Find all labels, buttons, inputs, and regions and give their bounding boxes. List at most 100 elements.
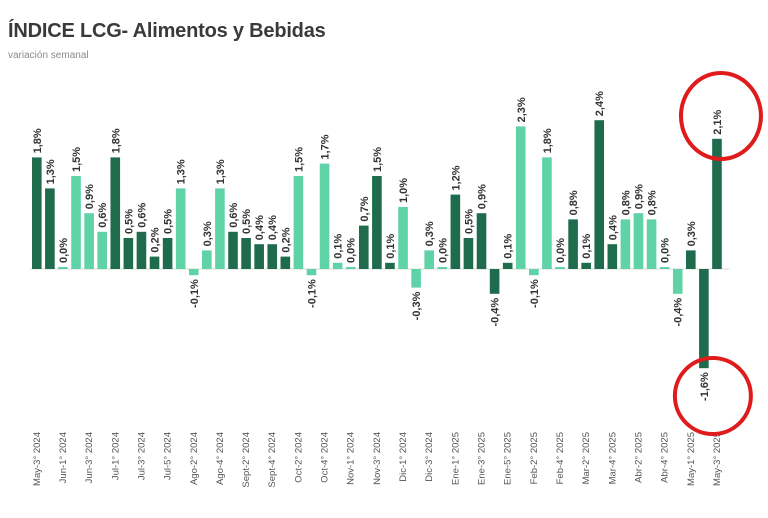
data-label: 0,2% <box>150 227 162 252</box>
bar <box>620 219 631 269</box>
bar <box>686 250 696 269</box>
bar <box>123 238 134 269</box>
bar <box>372 176 382 269</box>
bar <box>476 213 487 269</box>
bar <box>293 176 304 269</box>
bar <box>515 126 526 270</box>
highlight-circles-group <box>672 71 763 436</box>
bar <box>188 269 199 276</box>
bar <box>672 269 683 294</box>
data-label: 0,6% <box>136 203 148 228</box>
data-label: 1,8% <box>110 128 122 153</box>
x-tick-label: Feb-4° 2025 <box>555 432 566 484</box>
bar <box>280 256 291 269</box>
data-label: 0,1% <box>503 234 515 259</box>
x-tick-label: May-1° 2025 <box>686 432 697 486</box>
bars-group <box>32 120 722 369</box>
x-tick-label: Dic-1° 2024 <box>398 432 409 482</box>
data-label: 0,4% <box>254 215 266 240</box>
bar <box>175 188 186 269</box>
x-tick-label: Sept-4° 2024 <box>267 432 278 488</box>
data-label: 0,4% <box>267 215 279 240</box>
x-tick-label: Jun-1° 2024 <box>58 432 69 483</box>
data-label: -0,1% <box>306 279 318 308</box>
data-label: 0,7% <box>359 196 371 221</box>
data-label: 1,8% <box>542 128 554 153</box>
data-labels-group: 1,8%1,3%0,0%1,5%0,9%0,6%1,8%0,5% 0,6%0,2%… <box>32 91 724 401</box>
x-tick-label: Feb-2° 2025 <box>529 432 540 484</box>
data-label: 0,4% <box>607 215 619 240</box>
data-label: 1,5% <box>372 147 384 172</box>
bar <box>241 238 251 269</box>
bar <box>385 262 395 269</box>
data-label: 0,6% <box>228 203 240 228</box>
data-label: 0,0% <box>437 238 449 263</box>
x-tick-label: Abr-4° 2025 <box>660 432 671 483</box>
bar <box>332 262 343 269</box>
data-label: 2,1% <box>712 110 724 135</box>
data-label: 0,2% <box>280 227 292 252</box>
bar <box>254 244 264 269</box>
data-label: 1,2% <box>450 165 462 190</box>
data-label: -1,6% <box>699 372 711 401</box>
data-label: 0,1% <box>385 234 397 259</box>
x-tick-label: Abr-2° 2025 <box>633 432 644 483</box>
data-label: 0,0% <box>555 238 567 263</box>
chart-title: ÍNDICE LCG- Alimentos y Bebidas <box>8 20 326 42</box>
x-tick-label: Ene-3° 2025 <box>477 432 488 485</box>
bar <box>542 157 552 269</box>
bar <box>607 244 618 269</box>
data-label: -0,3% <box>411 291 423 320</box>
bar <box>712 138 722 269</box>
x-tick-label: Ago-4° 2024 <box>215 432 226 485</box>
data-label: 0,9% <box>477 184 489 209</box>
bar <box>359 225 369 269</box>
bar <box>568 219 578 269</box>
bar <box>424 250 434 269</box>
data-label: 1,8% <box>32 128 44 153</box>
data-label: 0,8% <box>620 190 632 215</box>
x-tick-label: Ago-2° 2024 <box>189 432 200 485</box>
bar <box>646 219 657 269</box>
data-label: 0,3% <box>424 221 436 246</box>
data-label: 0,5% <box>163 209 175 234</box>
bar <box>633 213 644 269</box>
data-label: 0,8% <box>568 190 580 215</box>
bar <box>489 269 500 294</box>
x-tick-label: Nov-1° 2024 <box>346 432 357 485</box>
bar <box>581 262 591 269</box>
data-label: 0,5% <box>123 209 135 234</box>
bar <box>162 238 173 269</box>
data-label: 1,5% <box>293 147 305 172</box>
data-label: 0,6% <box>97 203 109 228</box>
bar <box>463 238 474 269</box>
bar <box>398 207 408 269</box>
bar <box>306 269 317 276</box>
bar <box>555 267 565 269</box>
bar <box>84 213 94 269</box>
bar <box>45 188 55 269</box>
data-label: 0,1% <box>333 234 345 259</box>
bar <box>345 267 356 269</box>
data-label: 1,0% <box>398 178 410 203</box>
data-label: 2,3% <box>516 97 528 122</box>
data-label: 2,4% <box>594 91 606 116</box>
bar <box>699 269 709 369</box>
bar <box>594 120 605 269</box>
data-label: 0,9% <box>84 184 96 209</box>
x-tick-label: Mar-2° 2025 <box>581 432 592 484</box>
x-tick-label: May-3° 2025 <box>712 432 723 486</box>
chart-subtitle: variación semanal <box>8 50 89 61</box>
data-label: 0,0% <box>660 238 672 263</box>
bar <box>228 231 238 269</box>
bar <box>437 267 448 269</box>
bar <box>529 269 539 276</box>
x-tick-label: Oct-4° 2024 <box>320 432 331 483</box>
data-label: 1,3% <box>215 159 227 184</box>
data-label: 1,5% <box>71 147 83 172</box>
bar <box>149 256 160 269</box>
bar <box>215 188 225 269</box>
bar <box>450 194 461 269</box>
bar <box>202 250 212 269</box>
